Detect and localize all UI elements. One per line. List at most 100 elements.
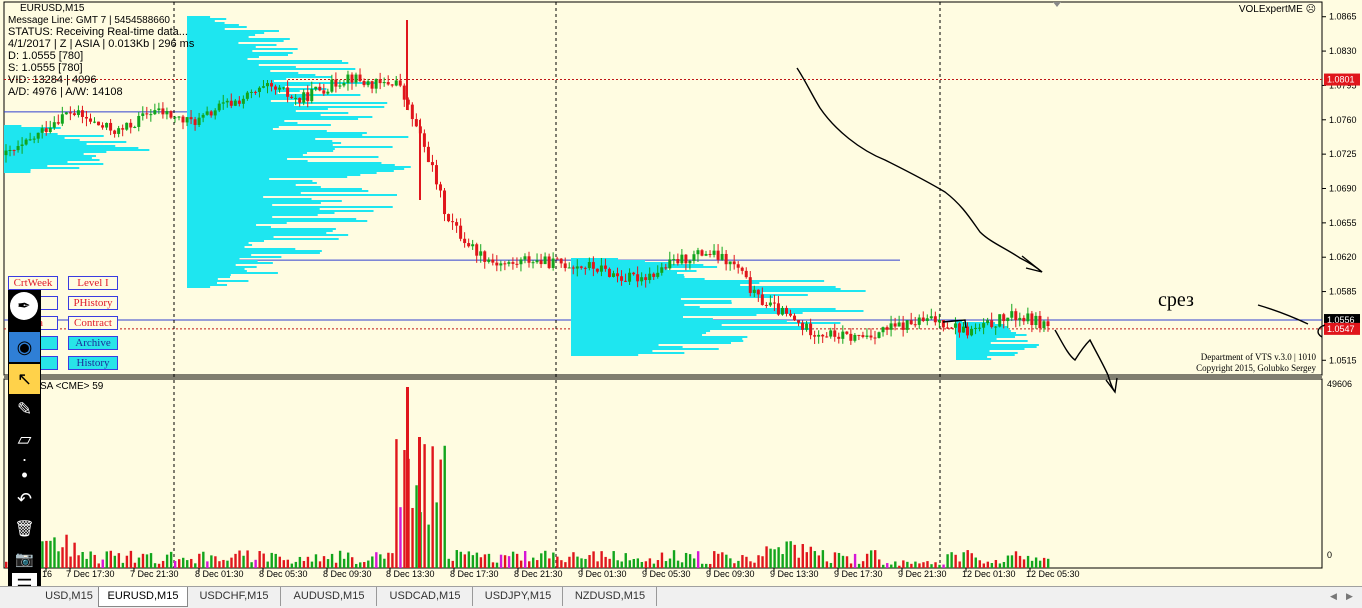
volume-profile-bar-day1 [187, 272, 278, 274]
candle-body [434, 165, 438, 185]
expert-indicator[interactable]: VOLExpertME ☹ [1239, 4, 1316, 15]
volume-bar [821, 550, 825, 568]
candle-body [105, 122, 109, 128]
volume-bar [266, 561, 269, 568]
pointer-icon[interactable]: ↖ [9, 364, 40, 394]
annotation-hook [1317, 324, 1326, 338]
pen-icon[interactable]: ✒ [10, 292, 38, 320]
volume-profile-bar-day1 [187, 210, 374, 212]
vts-button-history[interactable]: History [68, 356, 118, 370]
volume-bar [845, 556, 849, 568]
candle-body [664, 267, 668, 269]
candle-body [857, 334, 861, 336]
info-line: VID: 13284 | 4096 [8, 74, 97, 86]
vts-button-level-i[interactable]: Level I [68, 276, 118, 290]
volume-profile-bar-day1 [187, 48, 298, 50]
volume-profile-bar-day1 [187, 190, 369, 192]
volume-profile-bar-day2 [571, 286, 836, 288]
volume-bar [930, 564, 933, 568]
volume-bar [363, 562, 366, 568]
chart-canvas[interactable]: 1.08651.08301.07951.07601.07251.06901.06… [0, 0, 1362, 586]
time-axis-label: 9 Dec 21:30 [898, 569, 947, 579]
volume-bar [580, 558, 583, 568]
eraser-icon[interactable]: ▱ [17, 428, 32, 449]
tab-scroll-right-icon[interactable]: ▶ [1346, 591, 1353, 601]
volume-profile-bar-day1 [187, 174, 361, 176]
volume-profile-bar-day3 [956, 336, 1015, 338]
volume-bar [636, 558, 640, 568]
volume-profile-bar-day2 [571, 340, 744, 342]
tab-nzdusd-m15[interactable]: NZDUSD,M15 [564, 587, 657, 606]
candle-body [591, 262, 595, 269]
volume-bar-spike [418, 437, 421, 568]
vts-button-contract[interactable]: Contract [68, 316, 118, 330]
volume-profile-bar-day2 [571, 294, 808, 296]
candle-body [676, 259, 680, 264]
volume-profile-bar-day2 [571, 300, 732, 302]
candle-body [957, 323, 961, 333]
eye-icon[interactable]: ◉ [9, 332, 40, 362]
volume-bar [644, 561, 648, 568]
vts-button-phistory[interactable]: PHistory [68, 296, 118, 310]
volume-bar [970, 553, 973, 568]
candle-body [451, 221, 455, 223]
candle-body [704, 254, 708, 256]
candle-body [1038, 315, 1042, 329]
volume-profile-bar-prev [4, 135, 104, 137]
volume-bar [169, 551, 173, 568]
volume-profile-bar-day2 [571, 336, 748, 338]
volume-bar [214, 556, 217, 568]
volume-profile-bar-day1 [187, 214, 318, 216]
volume-bar [85, 558, 88, 568]
volume-profile-bar-day1 [187, 100, 271, 102]
volume-bar [141, 553, 145, 568]
price-marker-box [1324, 322, 1360, 335]
volume-bar [157, 563, 161, 568]
tab-scroll-left-icon[interactable]: ◀ [1330, 591, 1337, 601]
volume-profile-bar-day2 [571, 330, 711, 332]
dot-small-icon[interactable]: · [21, 448, 28, 469]
tab-usdchf-m15[interactable]: USDCHF,M15 [188, 587, 281, 606]
volume-profile-bar-day1 [187, 124, 331, 126]
volume-bar [745, 556, 748, 568]
camera-icon[interactable]: 📷 [15, 551, 34, 568]
tab-usd-m15[interactable]: USD,M15 [40, 587, 99, 606]
candle-body [161, 108, 165, 115]
volume-profile-bar-day1 [187, 274, 231, 276]
candle-body [20, 144, 24, 146]
volume-profile-bar-day1 [187, 130, 327, 132]
volume-bar [73, 542, 76, 568]
volume-bar [471, 555, 475, 568]
undo-icon[interactable]: ↶ [16, 488, 33, 509]
candle-body [966, 326, 970, 336]
candle-body [789, 313, 792, 316]
dot-large-icon[interactable]: • [21, 464, 28, 485]
volume-bar [853, 553, 857, 568]
volume-bar [990, 563, 994, 568]
tab-eurusd-m15[interactable]: EURUSD,M15 [98, 587, 188, 607]
time-axis-label: 8 Dec 17:30 [450, 569, 499, 579]
vts-button-archive[interactable]: Archive [68, 336, 118, 350]
candle-body [961, 326, 965, 333]
volume-profile-bar-day1 [187, 196, 264, 198]
volume-profile-bar-day2 [571, 326, 804, 328]
volume-profile-bar-day2 [571, 260, 645, 262]
candle-body [225, 100, 229, 103]
vts-button-crtweek[interactable]: CrtWeek [8, 276, 58, 290]
volume-profile-bar-day3 [956, 334, 1027, 336]
tab-audusd-m15[interactable]: AUDUSD,M15 [282, 587, 377, 606]
volume-profile-bar-prev [4, 159, 100, 161]
candle-body [443, 190, 447, 215]
candle-body [318, 86, 322, 91]
volume-bar [572, 552, 575, 568]
pencil-icon[interactable]: ✎ [16, 398, 33, 419]
volume-bar [109, 550, 112, 568]
tab-usdjpy-m15[interactable]: USDJPY,M15 [474, 587, 563, 606]
volume-bar [769, 548, 772, 568]
volume-bar [218, 561, 221, 568]
volume-bar [688, 554, 692, 568]
trash-icon[interactable]: 🗑 [14, 521, 35, 538]
volume-profile-bar-day1 [187, 118, 359, 120]
tab-usdcad-m15[interactable]: USDCAD,M15 [378, 587, 473, 606]
volume-profile-bar-prev [4, 155, 97, 157]
